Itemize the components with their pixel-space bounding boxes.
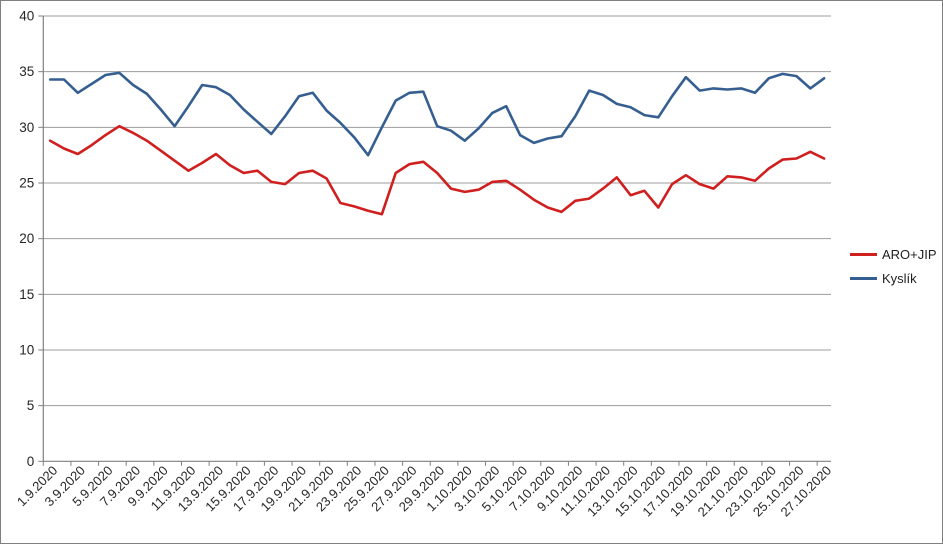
y-tick-label: 25: [19, 175, 34, 190]
legend-line-swatch-kyslik: [850, 277, 877, 280]
legend-line-swatch-aro-jip: [850, 253, 877, 256]
y-tick-label: 30: [19, 120, 34, 135]
y-tick-label: 40: [19, 9, 34, 24]
series-line-kysl-k: [48, 71, 826, 157]
y-tick-label: 5: [27, 398, 35, 413]
legend-label-aro-jip: ARO+JIP: [882, 247, 937, 262]
y-tick-label: 35: [19, 64, 34, 79]
legend-item-aro-jip: ARO+JIP: [850, 247, 937, 262]
legend: ARO+JIP Kyslík: [850, 247, 937, 286]
y-tick-label: 10: [19, 342, 34, 357]
legend-label-kyslik: Kyslík: [882, 271, 917, 286]
legend-item-kyslik: Kyslík: [850, 271, 937, 286]
y-tick-label: 15: [19, 287, 34, 302]
series-line-aro-jip: [48, 124, 826, 216]
y-tick-label: 20: [19, 231, 34, 246]
y-tick-label: 0: [27, 454, 35, 469]
